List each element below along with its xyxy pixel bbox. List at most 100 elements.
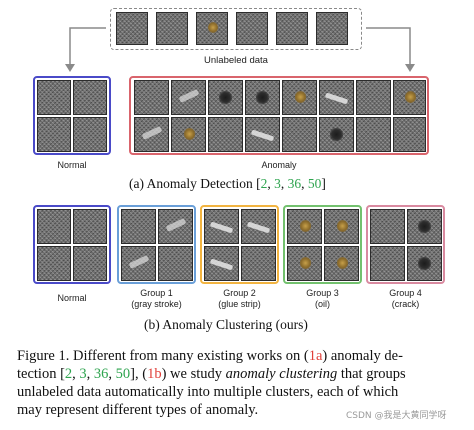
anomaly-image: [171, 117, 206, 152]
group-4-image: [407, 209, 442, 244]
caption-a-suffix: ]: [321, 176, 326, 191]
anomaly-image: [282, 117, 317, 152]
anomaly-image: [171, 80, 206, 115]
ref-separator: ,: [267, 176, 275, 191]
figure-caption-line-2: tection [2, 3, 36, 50], (1b) we study an…: [17, 365, 406, 383]
caption-emphasis: anomaly clustering: [225, 366, 338, 382]
unlabeled-image: [316, 12, 348, 45]
unlabeled-image: [156, 12, 188, 45]
arrow-head-anomaly: [405, 64, 415, 72]
group-1-image: [121, 246, 156, 281]
ref-separator: ,: [72, 366, 80, 382]
group-3-image: [287, 246, 322, 281]
normal-image: [73, 246, 107, 281]
anomaly-image: [393, 80, 426, 115]
anomaly-image: [245, 80, 280, 115]
caption-text: ) anomaly de-: [322, 348, 403, 364]
group-4-image: [370, 246, 405, 281]
ref-separator: ,: [86, 366, 94, 382]
group-2-image: [241, 209, 276, 244]
normal-image: [37, 117, 71, 152]
anomaly-image: [245, 117, 280, 152]
ref-link[interactable]: 2: [260, 176, 268, 191]
unlabeled-data-label: Unlabeled data: [204, 55, 268, 66]
caption-text: ], (: [130, 366, 148, 382]
normal-image: [73, 80, 107, 115]
ref-separator: ,: [301, 176, 308, 191]
ref-link[interactable]: 36: [287, 176, 302, 191]
group-1-title: Group 1: [140, 288, 173, 298]
group-3-image: [324, 246, 359, 281]
caption-text: Figure 1. Different from many existing w…: [17, 348, 309, 364]
caption-panel-b: (b) Anomaly Clustering (ours): [144, 317, 308, 332]
group-3-image: [324, 209, 359, 244]
caption-text: tection [: [17, 366, 65, 382]
anomaly-box: [129, 76, 429, 155]
anomaly-image: [319, 80, 354, 115]
normal-image: [37, 80, 71, 115]
caption-panel-a: (a) Anomaly Detection [2, 3, 36, 50]: [129, 176, 326, 192]
caption-a-prefix: (a) Anomaly Detection [: [129, 176, 261, 191]
ref-separator: ,: [108, 366, 116, 382]
anomaly-image: [393, 117, 426, 152]
normal-label-a: Normal: [57, 160, 87, 170]
anomaly-image: [282, 80, 317, 115]
unlabeled-image: [236, 12, 268, 45]
anomaly-image: [134, 117, 169, 152]
group-2-subtitle: (glue strip): [218, 299, 261, 309]
group-3-subtitle: (oil): [315, 299, 330, 309]
caption-text: ) we study: [161, 366, 226, 382]
group-2-image: [204, 246, 239, 281]
arrow-to-anomaly: [366, 27, 411, 66]
anomaly-image: [208, 80, 243, 115]
anomaly-image: [319, 117, 354, 152]
group-2-title: Group 2: [223, 288, 256, 298]
ref-link[interactable]: 50: [307, 176, 322, 191]
group-4-image: [407, 246, 442, 281]
group-3-title: Group 3: [306, 288, 339, 298]
group-3-image: [287, 209, 322, 244]
normal-box-a: [33, 76, 111, 155]
ref-link[interactable]: 1a: [308, 348, 323, 364]
figure-caption-line-1: Figure 1. Different from many existing w…: [17, 347, 403, 365]
group-4-subtitle: (crack): [391, 299, 420, 309]
group-1-image: [158, 209, 193, 244]
anomaly-image: [134, 80, 169, 115]
group-4-image: [370, 209, 405, 244]
ref-separator: ,: [280, 176, 288, 191]
normal-image: [37, 209, 71, 244]
group-4-title: Group 4: [389, 288, 422, 298]
arrow-head-normal: [65, 64, 75, 72]
ref-link[interactable]: 3: [274, 176, 281, 191]
ref-link[interactable]: 3: [79, 366, 87, 382]
normal-image: [73, 117, 107, 152]
arrow-to-normal: [69, 27, 106, 66]
caption-text: that groups: [337, 366, 406, 382]
normal-box-b: [33, 205, 111, 284]
ref-link[interactable]: 36: [93, 366, 109, 382]
group-4-box: [366, 205, 445, 284]
group-2-box: [200, 205, 279, 284]
anomaly-image: [356, 80, 391, 115]
unlabeled-image: [196, 12, 228, 45]
unlabeled-image: [276, 12, 308, 45]
anomaly-image: [208, 117, 243, 152]
unlabeled-data-box: [110, 8, 362, 50]
normal-label-b: Normal: [57, 293, 87, 303]
group-3-box: [283, 205, 362, 284]
figure-caption-line-3: unlabeled data automatically into multip…: [17, 384, 399, 400]
figure-caption-line-4: may represent different types of anomaly…: [17, 402, 259, 418]
ref-link[interactable]: 1b: [147, 366, 162, 382]
ref-link[interactable]: 2: [64, 366, 73, 382]
normal-image: [73, 209, 107, 244]
watermark: CSDN @我是大黄同学呀: [346, 411, 447, 421]
group-1-image: [158, 246, 193, 281]
group-1-subtitle: (gray stroke): [131, 299, 182, 309]
group-2-image: [204, 209, 239, 244]
ref-link[interactable]: 50: [115, 366, 131, 382]
group-2-image: [241, 246, 276, 281]
normal-image: [37, 246, 71, 281]
anomaly-label: Anomaly: [261, 160, 297, 170]
